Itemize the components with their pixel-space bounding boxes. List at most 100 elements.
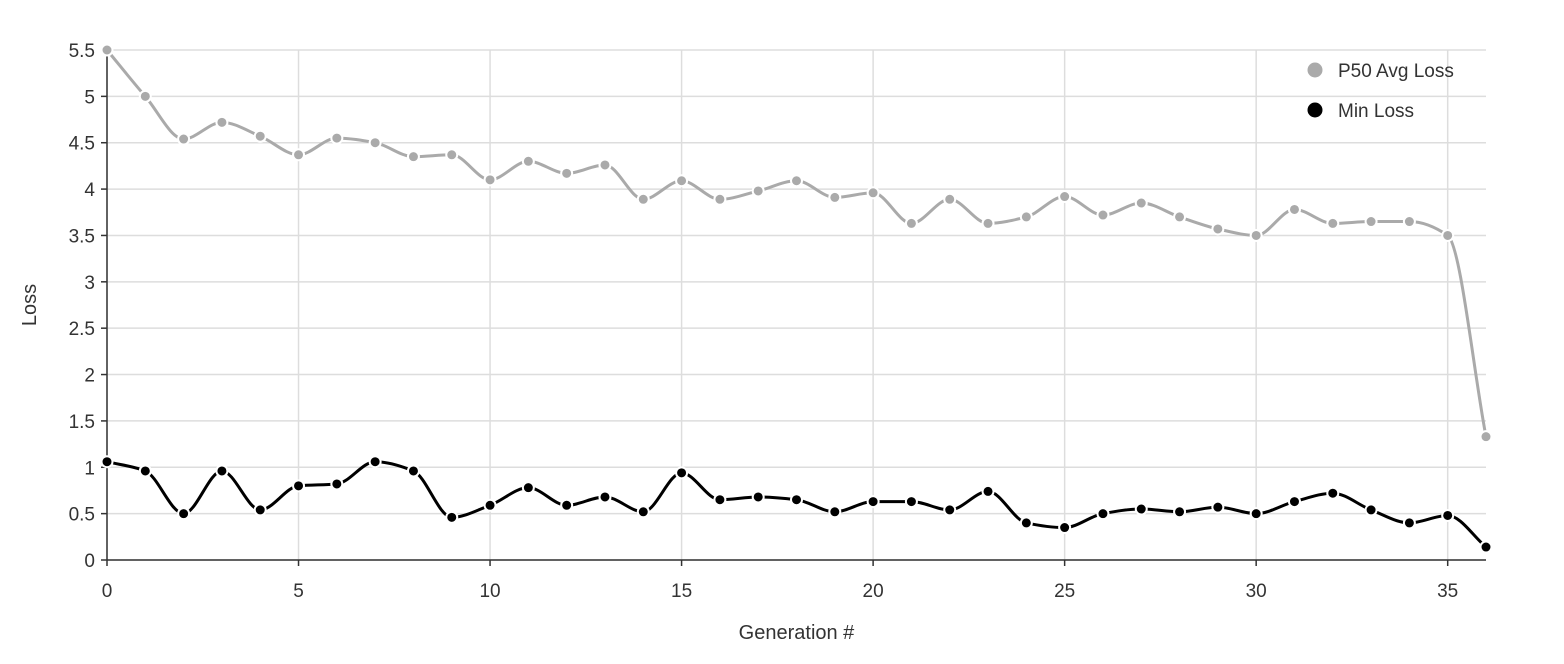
data-point-min-loss[interactable]	[943, 503, 957, 517]
data-point-p50-avg-loss[interactable]	[1211, 222, 1225, 236]
data-point-min-loss[interactable]	[368, 455, 382, 469]
legend-item-min-loss[interactable]: Min Loss	[1307, 101, 1415, 122]
y-tick-label: 1	[84, 458, 95, 479]
data-point-p50-avg-loss[interactable]	[330, 131, 344, 145]
series-min-loss	[100, 455, 1493, 554]
data-point-min-loss[interactable]	[253, 503, 267, 517]
data-point-min-loss[interactable]	[636, 505, 650, 519]
data-point-p50-avg-loss[interactable]	[406, 150, 420, 164]
legend-swatch	[1307, 102, 1323, 118]
x-tick-label: 35	[1437, 581, 1458, 602]
data-point-min-loss[interactable]	[751, 490, 765, 504]
data-point-p50-avg-loss[interactable]	[1287, 202, 1301, 216]
data-point-min-loss[interactable]	[1479, 540, 1493, 554]
data-point-min-loss[interactable]	[981, 484, 995, 498]
data-point-p50-avg-loss[interactable]	[521, 154, 535, 168]
x-tick-label: 0	[102, 581, 113, 602]
data-point-p50-avg-loss[interactable]	[368, 136, 382, 150]
x-tick-label: 5	[293, 581, 304, 602]
data-point-p50-avg-loss[interactable]	[636, 192, 650, 206]
data-point-min-loss[interactable]	[1096, 507, 1110, 521]
data-point-min-loss[interactable]	[100, 455, 114, 469]
data-point-p50-avg-loss[interactable]	[100, 43, 114, 57]
data-point-p50-avg-loss[interactable]	[675, 174, 689, 188]
data-point-p50-avg-loss[interactable]	[1096, 208, 1110, 222]
data-point-p50-avg-loss[interactable]	[943, 192, 957, 206]
data-point-min-loss[interactable]	[1173, 505, 1187, 519]
data-point-min-loss[interactable]	[828, 505, 842, 519]
data-point-p50-avg-loss[interactable]	[1479, 430, 1493, 444]
data-point-min-loss[interactable]	[1326, 486, 1340, 500]
data-point-min-loss[interactable]	[904, 495, 918, 509]
data-point-min-loss[interactable]	[1211, 500, 1225, 514]
data-point-p50-avg-loss[interactable]	[1249, 228, 1263, 242]
data-point-min-loss[interactable]	[1441, 508, 1455, 522]
y-tick-label: 4.5	[69, 134, 95, 155]
data-point-min-loss[interactable]	[560, 498, 574, 512]
data-point-min-loss[interactable]	[138, 464, 152, 478]
data-point-min-loss[interactable]	[406, 464, 420, 478]
y-tick-label: 3.5	[69, 226, 95, 247]
data-point-min-loss[interactable]	[292, 479, 306, 493]
data-point-p50-avg-loss[interactable]	[1326, 216, 1340, 230]
y-tick-label: 0	[84, 551, 95, 572]
data-point-p50-avg-loss[interactable]	[1402, 215, 1416, 229]
data-point-min-loss[interactable]	[675, 466, 689, 480]
data-point-p50-avg-loss[interactable]	[177, 132, 191, 146]
data-point-p50-avg-loss[interactable]	[981, 216, 995, 230]
y-tick-label: 1.5	[69, 412, 95, 433]
legend: P50 Avg Loss Min Loss	[1307, 61, 1454, 122]
data-point-p50-avg-loss[interactable]	[1173, 210, 1187, 224]
y-tick-label: 5	[84, 87, 95, 108]
data-point-min-loss[interactable]	[177, 507, 191, 521]
grid	[106, 49, 1486, 561]
data-point-p50-avg-loss[interactable]	[1058, 190, 1072, 204]
data-point-p50-avg-loss[interactable]	[790, 174, 803, 188]
data-point-p50-avg-loss[interactable]	[1441, 228, 1455, 242]
x-tick-label: 25	[1054, 581, 1075, 602]
data-point-p50-avg-loss[interactable]	[215, 115, 229, 129]
y-tick-label: 2	[84, 366, 95, 387]
data-point-p50-avg-loss[interactable]	[483, 173, 497, 187]
data-point-min-loss[interactable]	[215, 464, 229, 478]
data-point-min-loss[interactable]	[1134, 502, 1148, 516]
data-point-p50-avg-loss[interactable]	[1019, 210, 1033, 224]
y-tick-label: 5.5	[69, 41, 95, 62]
data-point-min-loss[interactable]	[483, 498, 497, 512]
y-tick-label: 2.5	[69, 319, 95, 340]
data-point-p50-avg-loss[interactable]	[713, 192, 727, 206]
data-point-p50-avg-loss[interactable]	[598, 158, 612, 172]
data-point-min-loss[interactable]	[1402, 516, 1416, 530]
data-point-min-loss[interactable]	[790, 493, 803, 507]
y-axis-title: Loss	[19, 284, 41, 326]
legend-item-p50-avg-loss[interactable]: P50 Avg Loss	[1307, 61, 1454, 82]
data-point-p50-avg-loss[interactable]	[1134, 196, 1148, 210]
data-point-min-loss[interactable]	[1364, 503, 1378, 517]
data-point-p50-avg-loss[interactable]	[253, 129, 267, 143]
data-point-p50-avg-loss[interactable]	[828, 190, 842, 204]
x-tick-label: 10	[479, 581, 500, 602]
data-point-p50-avg-loss[interactable]	[866, 186, 880, 200]
x-tick-label: 15	[671, 581, 692, 602]
data-point-min-loss[interactable]	[330, 477, 344, 491]
data-point-min-loss[interactable]	[866, 495, 880, 509]
y-tick-label: 0.5	[69, 505, 95, 526]
data-point-min-loss[interactable]	[1249, 507, 1263, 521]
data-point-p50-avg-loss[interactable]	[751, 184, 765, 198]
data-point-min-loss[interactable]	[1058, 521, 1072, 535]
data-point-p50-avg-loss[interactable]	[445, 148, 459, 162]
x-tick-label: 20	[863, 581, 884, 602]
series-group	[100, 43, 1493, 554]
data-point-min-loss[interactable]	[1019, 516, 1033, 530]
data-point-min-loss[interactable]	[445, 510, 459, 524]
data-point-min-loss[interactable]	[1287, 495, 1301, 509]
data-point-min-loss[interactable]	[521, 481, 535, 495]
data-point-p50-avg-loss[interactable]	[292, 148, 306, 162]
data-point-min-loss[interactable]	[598, 490, 612, 504]
data-point-min-loss[interactable]	[713, 493, 727, 507]
data-point-p50-avg-loss[interactable]	[138, 89, 152, 103]
data-point-p50-avg-loss[interactable]	[560, 166, 574, 180]
data-point-p50-avg-loss[interactable]	[904, 216, 918, 230]
data-point-p50-avg-loss[interactable]	[1364, 215, 1378, 229]
